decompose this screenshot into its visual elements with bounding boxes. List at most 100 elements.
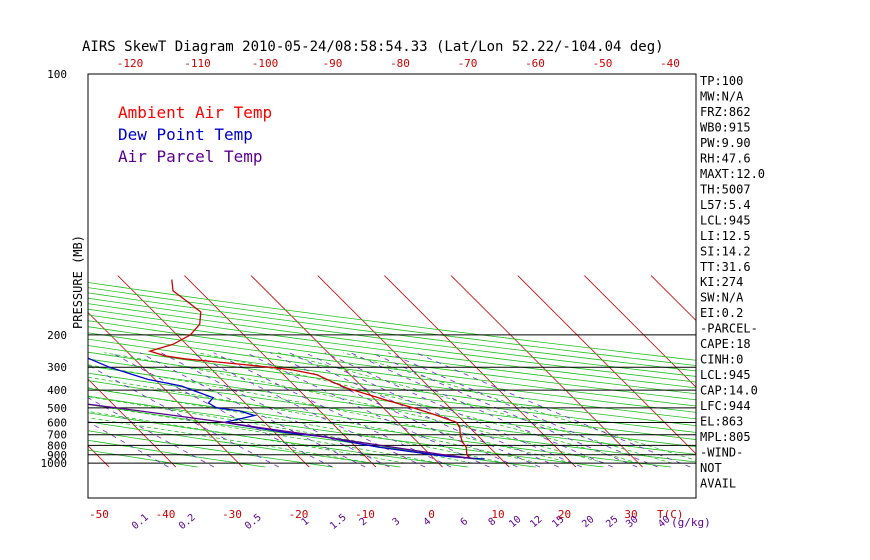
pressure-tick-label: 100 bbox=[47, 68, 67, 81]
dry-adiabat-line bbox=[88, 326, 696, 407]
top-temp-tick-label: -60 bbox=[525, 57, 545, 70]
mixing-ratio-line bbox=[415, 352, 691, 468]
mixing-ratio-line bbox=[246, 352, 490, 468]
mixing-ratio-line bbox=[160, 352, 390, 468]
temp-unit-label: T(C) bbox=[657, 508, 684, 521]
mixing-ratio-line bbox=[139, 352, 366, 468]
dry-adiabat-line bbox=[88, 430, 333, 468]
index-label: MW:N/A bbox=[700, 89, 744, 103]
moist-adiabat-line bbox=[88, 417, 373, 464]
top-temp-tick-label: -80 bbox=[390, 57, 410, 70]
chart-title: AIRS SkewT Diagram 2010-05-24/08:58:54.3… bbox=[82, 39, 664, 55]
mixing-ratio-line bbox=[269, 352, 518, 468]
series-line-ambient-air-temp bbox=[147, 279, 471, 459]
dry-adiabat-line bbox=[88, 303, 696, 383]
moist-adiabat-line bbox=[343, 352, 696, 461]
dry-adiabat-line bbox=[88, 421, 401, 468]
mixing-ratio-line bbox=[88, 421, 169, 468]
pressure-tick-label: 200 bbox=[47, 329, 67, 342]
mixing-ratio-line bbox=[88, 364, 280, 468]
bottom-temp-tick-label: -20 bbox=[289, 508, 309, 521]
isotherm-line bbox=[650, 275, 696, 322]
top-temp-tick-label: -40 bbox=[660, 57, 680, 70]
dry-adiabat-line bbox=[88, 314, 696, 395]
index-label: -PARCEL- bbox=[700, 322, 758, 336]
pressure-tick-label: 300 bbox=[47, 361, 67, 374]
legend-entry: Air Parcel Temp bbox=[118, 147, 263, 166]
isobar-layer bbox=[88, 334, 696, 464]
index-label: NOT bbox=[700, 461, 722, 475]
pressure-tick-label: 400 bbox=[47, 384, 67, 397]
bottom-temp-tick-label: 20 bbox=[558, 508, 571, 521]
bottom-temp-tick-label: -30 bbox=[222, 508, 242, 521]
moist-adiabat-line bbox=[88, 364, 573, 464]
index-label: -WIND- bbox=[700, 446, 743, 460]
pressure-tick-label: 600 bbox=[47, 416, 67, 429]
mixing-ratio-label: 2 bbox=[358, 516, 370, 528]
mixing-ratio-line bbox=[324, 352, 583, 468]
bottom-temp-tick-label: 30 bbox=[624, 508, 637, 521]
index-label: MAXT:12.0 bbox=[700, 167, 765, 181]
y-axis-label: PRESSURE (MB) bbox=[71, 235, 85, 329]
mixing-ratio-label: 3 bbox=[391, 516, 403, 528]
index-label: LI:12.5 bbox=[700, 229, 751, 243]
mixing-ratio-unit-label: (g/kg) bbox=[671, 516, 711, 529]
dry-adiabat-line bbox=[88, 320, 696, 401]
index-label: LFC:944 bbox=[700, 399, 751, 413]
index-label: RH:47.6 bbox=[700, 151, 751, 165]
mixing-ratio-line bbox=[350, 352, 613, 468]
index-label: KI:274 bbox=[700, 275, 743, 289]
label-layer: 1002003004005006007008009001000PRESSURE … bbox=[41, 57, 766, 532]
index-label: WB0:915 bbox=[700, 120, 751, 134]
pressure-tick-label: 700 bbox=[47, 429, 67, 442]
index-label: TH:5007 bbox=[700, 182, 751, 196]
pressure-tick-label: 1000 bbox=[41, 457, 68, 470]
moist-adiabat-line bbox=[88, 387, 506, 464]
pressure-tick-label: 900 bbox=[47, 449, 67, 462]
index-label: LCL:945 bbox=[700, 368, 751, 382]
dry-adiabat-line bbox=[88, 287, 696, 366]
top-temp-tick-label: -100 bbox=[252, 57, 279, 70]
bottom-temp-tick-label: -10 bbox=[355, 508, 375, 521]
dry-adiabat-line bbox=[88, 338, 696, 420]
dry-adiabat-line bbox=[88, 387, 671, 468]
index-label: FRZ:862 bbox=[700, 105, 751, 119]
mixing-ratio-line bbox=[289, 352, 541, 468]
dry-adiabat-line bbox=[88, 332, 696, 413]
moist-adiabat-line bbox=[88, 410, 406, 464]
top-temp-tick-label: -110 bbox=[184, 57, 211, 70]
moist-adiabat-line bbox=[278, 352, 673, 464]
dry-adiabat-line bbox=[88, 380, 696, 463]
bottom-temp-tick-label: 10 bbox=[491, 508, 504, 521]
pressure-tick-label: 500 bbox=[47, 402, 67, 415]
dry-adiabat-line bbox=[88, 351, 696, 433]
dry-adiabat-line bbox=[88, 395, 604, 468]
dry-adiabat-line bbox=[88, 412, 469, 468]
top-temp-tick-label: -120 bbox=[117, 57, 144, 70]
legend-entry: Ambient Air Temp bbox=[118, 103, 272, 122]
dry-adiabat-line bbox=[88, 365, 696, 448]
top-temp-tick-label: -70 bbox=[458, 57, 478, 70]
dry-adiabat-line bbox=[88, 358, 696, 440]
dry-adiabat-line bbox=[88, 439, 266, 468]
bottom-temp-tick-label: 0 bbox=[428, 508, 435, 521]
moist-adiabat-line bbox=[88, 404, 439, 464]
index-label: PW:9.90 bbox=[700, 136, 751, 150]
mixing-ratio-label: 1 bbox=[300, 516, 312, 528]
pressure-tick-label: 800 bbox=[47, 439, 67, 452]
index-label: EL:863 bbox=[700, 415, 743, 429]
index-label: L57:5.4 bbox=[700, 198, 751, 212]
legend-entry: Dew Point Temp bbox=[118, 125, 253, 144]
mixing-ratio-label: 8 bbox=[487, 516, 499, 528]
bottom-temp-tick-label: -50 bbox=[89, 508, 109, 521]
index-label: CAP:14.0 bbox=[700, 384, 758, 398]
mixing-ratio-label: 6 bbox=[459, 516, 471, 528]
index-label: TT:31.6 bbox=[700, 260, 751, 274]
dry-adiabat-line bbox=[88, 292, 696, 372]
mixing-ratio-line bbox=[213, 352, 452, 468]
mixing-ratio-line bbox=[388, 352, 658, 468]
index-label: TP:100 bbox=[700, 74, 743, 88]
dry-adiabat-line bbox=[88, 449, 198, 468]
